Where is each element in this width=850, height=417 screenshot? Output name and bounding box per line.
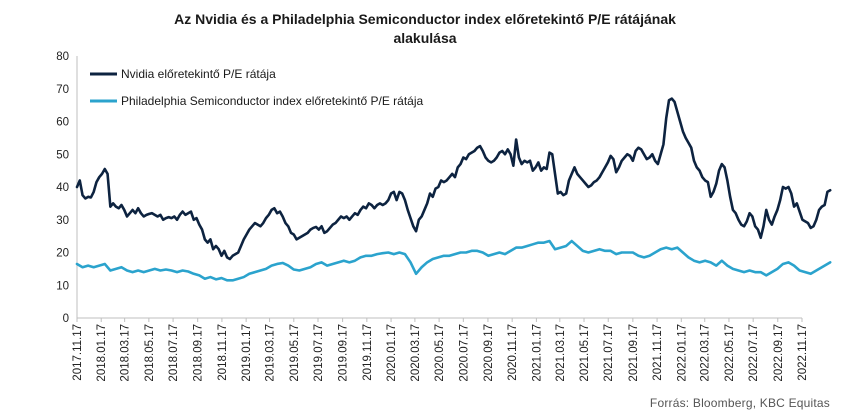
chart-title-line-2: alakulása [393, 30, 457, 46]
source-note: Forrás: Bloomberg, KBC Equitas [649, 396, 830, 410]
x-tick-label: 2018.01.17 [96, 324, 108, 382]
series-line-1 [75, 97, 832, 261]
x-tick-label: 2018.03.17 [120, 324, 132, 382]
x-tick-label: 2022.03.17 [700, 324, 712, 382]
x-tick-label: 2020.05.17 [434, 324, 446, 382]
x-tick-label: 2021.11.17 [652, 324, 664, 381]
x-tick-label: 2018.11.17 [217, 324, 229, 381]
y-tick-label: 0 [63, 313, 69, 325]
y-tick-label: 50 [56, 149, 69, 161]
x-tick-label: 2019.11.17 [362, 324, 374, 381]
x-tick-label: 2021.03.17 [555, 324, 567, 382]
x-tick-label: 2021.07.17 [603, 324, 615, 382]
x-tick-label: 2021.01.17 [531, 324, 543, 382]
x-tick-label: 2018.07.17 [168, 324, 180, 382]
y-tick-label: 30 [56, 215, 69, 227]
y-tick-label: 70 [56, 84, 69, 96]
y-tick-label: 20 [56, 248, 69, 260]
x-tick-label: 2020.03.17 [410, 324, 422, 382]
x-tick-label: 2020.07.17 [458, 324, 470, 382]
x-tick-label: 2022.11.17 [797, 324, 809, 381]
x-tick-label: 2019.01.17 [241, 324, 253, 382]
x-tick-label: 2020.09.17 [483, 324, 495, 382]
x-tick-label: 2020.11.17 [507, 324, 519, 381]
x-tick-label: 2017.11.17 [72, 324, 84, 381]
legend-label-1: Nvidia előretekintő P/E rátája [121, 67, 276, 81]
y-tick-label: 60 [56, 117, 69, 129]
x-tick-label: 2018.05.17 [144, 324, 156, 382]
x-tick-label: 2021.09.17 [628, 324, 640, 382]
x-tick-label: 2020.01.17 [386, 324, 398, 382]
series-line-2 [75, 239, 832, 282]
x-tick-label: 2019.03.17 [265, 324, 277, 382]
y-tick-label: 10 [56, 280, 69, 292]
chart-title-line-1: Az Nvidia és a Philadelphia Semiconducto… [174, 11, 676, 27]
y-tick-label: 80 [56, 51, 69, 63]
x-tick-label: 2019.09.17 [338, 324, 350, 382]
x-tick-label: 2022.01.17 [676, 324, 688, 382]
chart-title: Az Nvidia és a Philadelphia Semiconducto… [0, 10, 850, 48]
x-tick-label: 2022.07.17 [748, 324, 760, 382]
x-tick-label: 2021.05.17 [579, 324, 591, 382]
x-tick-label: 2022.09.17 [773, 324, 785, 382]
x-tick-label: 2019.05.17 [289, 324, 301, 382]
x-tick-label: 2019.07.17 [313, 324, 325, 382]
legend-label-2: Philadelphia Semiconductor index előrete… [121, 94, 424, 108]
x-tick-label: 2022.05.17 [724, 324, 736, 382]
x-tick-label: 2018.09.17 [193, 324, 205, 382]
y-tick-label: 40 [56, 182, 69, 194]
